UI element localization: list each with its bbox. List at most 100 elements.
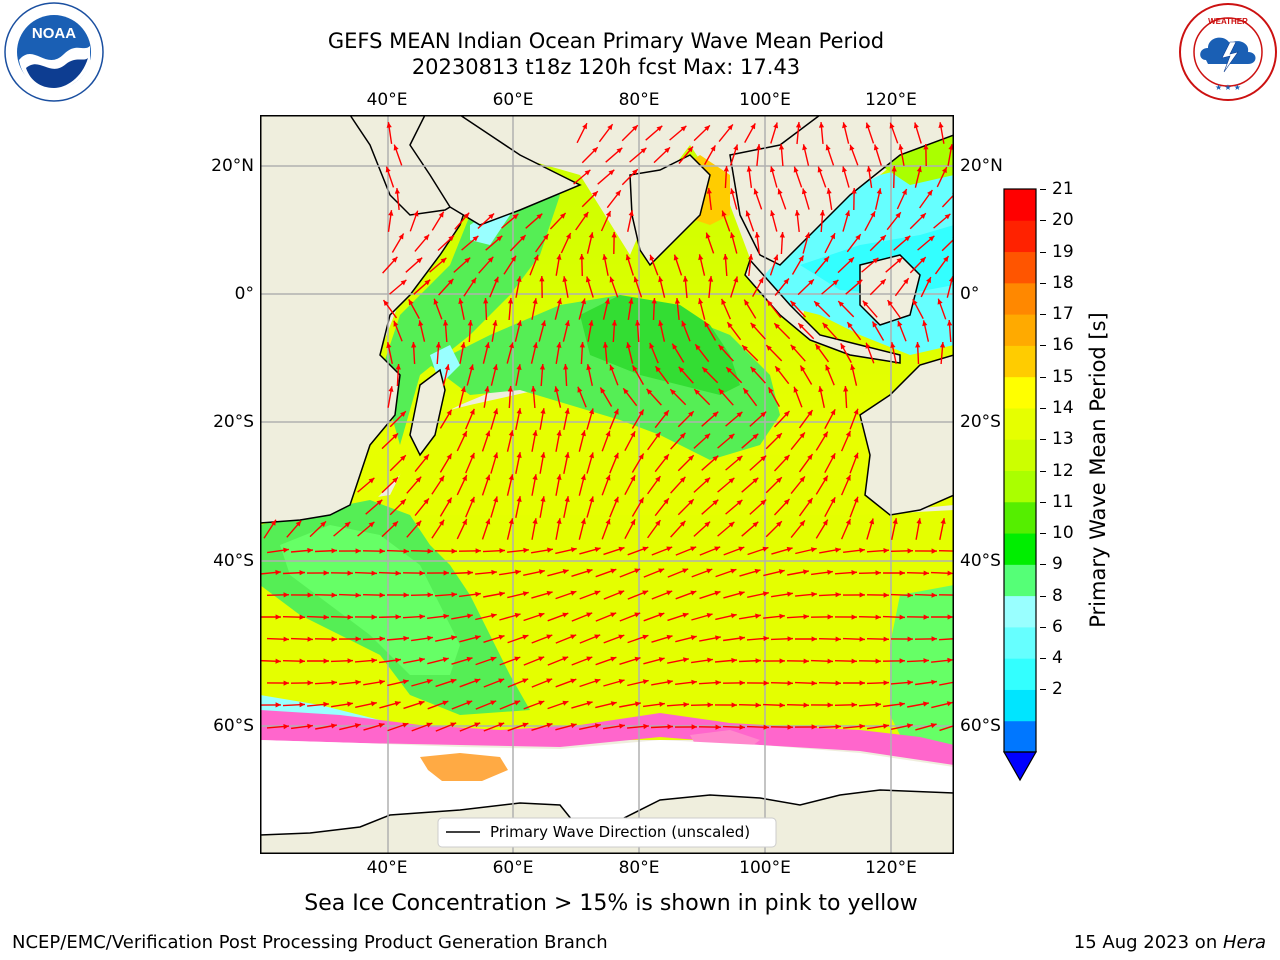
wave-arrow-head bbox=[830, 453, 836, 460]
wave-arrow-head bbox=[632, 125, 638, 131]
wave-arrow-head bbox=[802, 144, 808, 151]
wave-arrow-head bbox=[415, 520, 422, 527]
map-legend: Primary Wave Direction (unscaled) bbox=[437, 817, 777, 848]
wave-arrow-head bbox=[418, 320, 424, 327]
wave-arrow-head bbox=[744, 299, 750, 306]
wave-arrow-head bbox=[583, 212, 589, 218]
wave-arrow-head bbox=[807, 410, 813, 416]
wave-arrow-head bbox=[427, 635, 433, 641]
wave-arrow-head bbox=[779, 658, 785, 664]
wave-arrow-head bbox=[651, 298, 657, 304]
wave-arrow-head bbox=[490, 656, 497, 662]
wave-arrow-head bbox=[633, 276, 639, 283]
wave-arrow-head bbox=[618, 546, 625, 552]
wave-arrow-head bbox=[443, 570, 449, 576]
wave-arrow-head bbox=[691, 679, 697, 685]
wave-arrow-head bbox=[655, 432, 661, 438]
wave-arrow-head bbox=[825, 364, 831, 371]
wave-arrow-head bbox=[927, 190, 933, 196]
wave-arrow-head bbox=[323, 701, 329, 707]
wave-arrow-head bbox=[907, 679, 913, 686]
wave-arrow-head bbox=[883, 636, 889, 642]
wave-arrow-head bbox=[562, 276, 568, 282]
colorbar-tick-label: 9 bbox=[1052, 554, 1063, 575]
colorbar-band bbox=[1004, 376, 1036, 409]
wave-arrow-head bbox=[855, 234, 861, 241]
wave-arrow bbox=[941, 193, 954, 208]
wave-arrow-head bbox=[775, 366, 781, 373]
wave-arrow-head bbox=[827, 658, 833, 664]
wave-arrow-head bbox=[605, 430, 611, 437]
wave-arrow-head bbox=[779, 232, 785, 238]
wave-arrow-head bbox=[447, 278, 454, 285]
wave-arrow-head bbox=[532, 342, 538, 349]
wave-arrow-head bbox=[702, 367, 708, 373]
wave-arrow-head bbox=[628, 298, 634, 304]
wave-arrow-head bbox=[331, 548, 337, 554]
wave-arrow-head bbox=[331, 680, 337, 686]
wave-arrow-head bbox=[400, 499, 406, 505]
wave-arrow-head bbox=[811, 636, 817, 642]
wave-arrow-head bbox=[655, 476, 661, 482]
wave-arrow-head bbox=[577, 386, 583, 393]
wave-arrow-head bbox=[355, 636, 361, 642]
wave-arrow-head bbox=[947, 657, 953, 663]
wave-arrow-head bbox=[355, 548, 361, 554]
wave-arrow-head bbox=[815, 344, 821, 350]
wave-arrow-head bbox=[532, 298, 538, 304]
wave-arrow-head bbox=[546, 634, 553, 640]
right-tick-20n: 20°N bbox=[960, 156, 1003, 176]
wave-arrow-head bbox=[733, 276, 739, 283]
colorbar-band bbox=[1004, 720, 1036, 753]
wave-arrow-head bbox=[379, 548, 385, 554]
wave-arrow-head bbox=[516, 276, 522, 282]
wave-arrow-head bbox=[610, 612, 617, 618]
wave-arrow-head bbox=[383, 300, 389, 306]
wave-arrow-head bbox=[307, 723, 313, 729]
wave-arrow-head bbox=[793, 166, 799, 173]
wave-arrow-head bbox=[514, 700, 521, 706]
colorbar-band bbox=[1004, 220, 1036, 253]
wave-arrow-head bbox=[403, 592, 409, 598]
wave-arrow-head bbox=[763, 724, 769, 730]
wave-arrow-head bbox=[875, 702, 881, 708]
wave-arrow-head bbox=[923, 614, 929, 620]
wave-arrow-head bbox=[347, 701, 353, 707]
wave-arrow-head bbox=[470, 277, 477, 284]
wave-arrow-head bbox=[663, 498, 669, 505]
wave-arrow-head bbox=[851, 188, 857, 194]
wave-arrow-head bbox=[779, 702, 785, 708]
wave-arrow-head bbox=[610, 656, 617, 662]
wave-arrow-head bbox=[400, 455, 406, 461]
colorbar-tick-mark bbox=[1040, 189, 1046, 190]
colorbar-tick-label: 13 bbox=[1052, 429, 1074, 450]
wave-arrow-head bbox=[540, 496, 546, 502]
wave-arrow-head bbox=[588, 320, 594, 326]
wave-arrow-head bbox=[283, 680, 289, 686]
footer-machine: Hera bbox=[1222, 932, 1266, 953]
wave-arrow-head bbox=[507, 386, 513, 392]
wave-arrow-head bbox=[835, 724, 841, 730]
wave-arrow-head bbox=[413, 210, 419, 217]
colorbar-band bbox=[1004, 251, 1036, 284]
wave-arrow-head bbox=[887, 300, 893, 306]
wave-arrow-head bbox=[872, 321, 878, 328]
bottom-tick-100e: 100°E bbox=[739, 858, 791, 878]
wave-arrow-head bbox=[859, 547, 865, 553]
wave-arrow-head bbox=[912, 299, 918, 306]
wave-arrow-head bbox=[589, 408, 594, 415]
wave-arrow-head bbox=[678, 366, 685, 373]
wave-arrow-head bbox=[714, 546, 721, 552]
wave-arrow-head bbox=[704, 125, 710, 131]
wave-arrow-head bbox=[594, 590, 601, 596]
wave-arrow-head bbox=[835, 547, 841, 553]
wave-arrow-head bbox=[811, 591, 817, 597]
wave-arrow-head bbox=[320, 521, 326, 527]
wave-arrow-head bbox=[838, 301, 844, 307]
wave-arrow-head bbox=[371, 657, 377, 664]
wave-arrow-head bbox=[845, 430, 851, 437]
wave-arrow-head bbox=[619, 723, 625, 729]
wave-arrow-head bbox=[680, 125, 687, 132]
wave-arrow-head bbox=[721, 210, 727, 217]
wave-arrow-head bbox=[819, 210, 825, 216]
